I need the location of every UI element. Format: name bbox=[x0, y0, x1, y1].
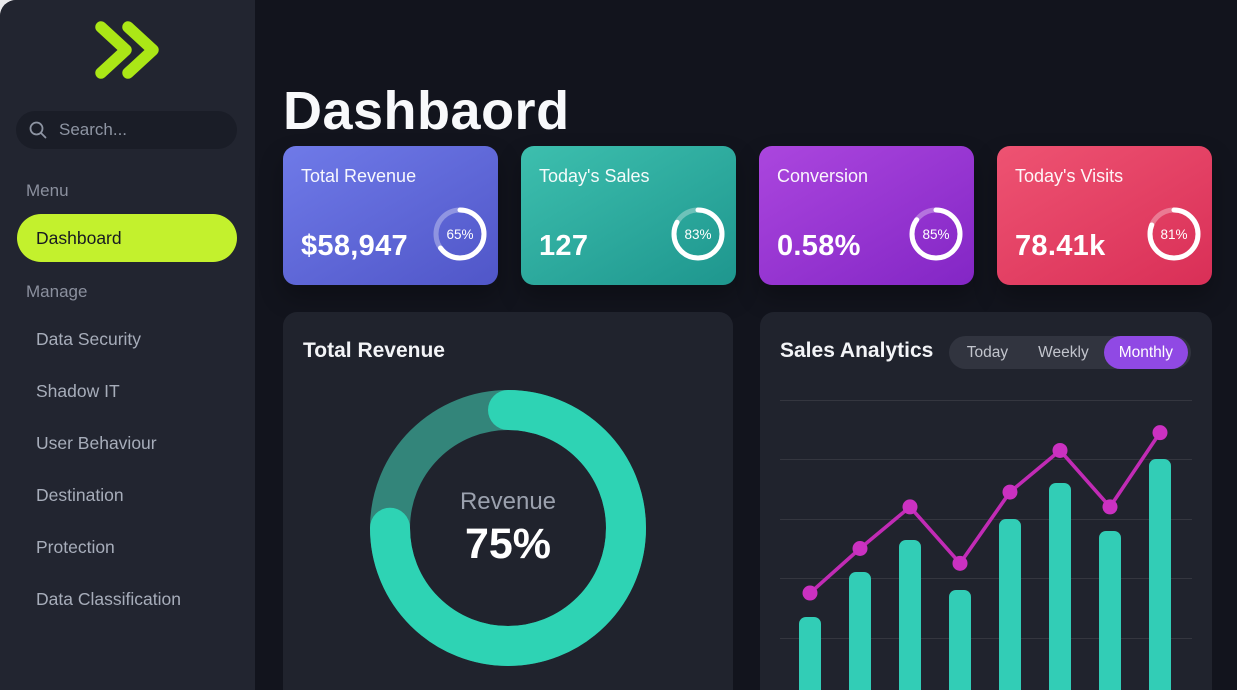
double-chevron-right-icon bbox=[95, 21, 159, 79]
sidebar-item-protection[interactable]: Protection bbox=[36, 537, 115, 557]
revenue-donut-chart: Revenue 75% bbox=[368, 388, 648, 668]
stat-card-value: $58,947 bbox=[301, 230, 408, 262]
sidebar-item-destination[interactable]: Destination bbox=[36, 485, 124, 505]
progress-ring: 65% bbox=[430, 204, 490, 264]
gridline bbox=[780, 578, 1192, 580]
gridline bbox=[780, 637, 1192, 639]
line-point bbox=[1152, 425, 1168, 441]
stat-card-todays-visits: Today's Visits 78.41k 81% bbox=[997, 146, 1212, 285]
sidebar-item-data-security[interactable]: Data Security bbox=[36, 329, 142, 349]
stat-card-value: 127 bbox=[539, 230, 589, 262]
sidebar-item-user-behaviour[interactable]: User Behaviour bbox=[36, 433, 157, 453]
donut-chart-svg bbox=[370, 390, 646, 666]
line-point bbox=[1002, 484, 1018, 500]
chart-gridlines bbox=[760, 312, 1212, 690]
panel-title: Sales Analytics bbox=[780, 339, 934, 362]
line-point bbox=[1102, 499, 1118, 515]
line-point bbox=[902, 499, 918, 515]
stat-card-todays-sales: Today's Sales 127 83% bbox=[521, 146, 736, 285]
donut-center-text: Revenue 75% bbox=[368, 388, 648, 668]
search-input[interactable] bbox=[57, 119, 225, 141]
stat-card-value: 78.41k bbox=[1015, 230, 1106, 262]
line-point bbox=[1052, 442, 1068, 458]
chart-bars bbox=[760, 312, 1212, 690]
total-revenue-panel: Total Revenue Revenue 75% bbox=[283, 312, 733, 690]
toggle-option-monthly[interactable]: Monthly bbox=[1103, 336, 1188, 369]
bar bbox=[999, 518, 1021, 690]
line-point bbox=[852, 541, 868, 556]
period-toggle-group: Today Weekly Monthly bbox=[948, 336, 1191, 369]
search-box[interactable] bbox=[16, 111, 237, 149]
line-point bbox=[952, 555, 968, 571]
stat-card-title: Total Revenue bbox=[301, 166, 417, 186]
bar bbox=[1099, 530, 1121, 690]
bar bbox=[899, 539, 921, 690]
toggle-option-today[interactable]: Today bbox=[966, 344, 1009, 361]
sidebar-item-dashboard[interactable]: Dashboard bbox=[17, 214, 237, 262]
stat-card-title: Conversion bbox=[777, 166, 869, 186]
toggle-option-weekly[interactable]: Weekly bbox=[1038, 344, 1089, 361]
menu-section-label: Menu bbox=[26, 181, 69, 200]
manage-section-label: Manage bbox=[26, 282, 88, 301]
chart-trend-line bbox=[802, 425, 1168, 601]
donut-center-value: 75% bbox=[464, 519, 552, 568]
stat-cards-row: Total Revenue $58,947 65% Today's Sales … bbox=[283, 146, 1212, 285]
stat-card-total-revenue: Total Revenue $58,947 65% bbox=[283, 146, 498, 285]
page-title: Dashbaord bbox=[283, 81, 570, 142]
bar bbox=[849, 572, 871, 690]
manage-nav-list: Data Security Shadow IT User Behaviour D… bbox=[36, 313, 181, 625]
progress-ring: 81% bbox=[1144, 204, 1204, 264]
gridline bbox=[780, 518, 1192, 520]
donut-center-label: Revenue bbox=[459, 487, 557, 515]
bar bbox=[1049, 483, 1071, 690]
sidebar-item-data-classification[interactable]: Data Classification bbox=[36, 589, 181, 609]
progress-ring: 83% bbox=[668, 204, 728, 264]
line-point bbox=[802, 585, 818, 601]
stat-card-value: 0.58% bbox=[777, 230, 861, 262]
logo bbox=[89, 18, 165, 82]
bar bbox=[1149, 459, 1171, 690]
stat-card-title: Today's Visits bbox=[1015, 166, 1124, 186]
sidebar-item-label: Dashboard bbox=[36, 227, 122, 248]
sidebar-item-shadow-it[interactable]: Shadow IT bbox=[36, 381, 120, 401]
search-icon bbox=[29, 121, 47, 139]
gridline bbox=[780, 400, 1192, 401]
gridline bbox=[780, 459, 1192, 461]
progress-ring: 85% bbox=[906, 204, 966, 264]
bar bbox=[949, 590, 971, 690]
sidebar: Menu Dashboard Manage Data Security Shad… bbox=[0, 0, 255, 690]
stat-card-conversion: Conversion 0.58% 85% bbox=[759, 146, 974, 285]
bar bbox=[799, 616, 821, 690]
panel-title: Total Revenue bbox=[303, 339, 445, 362]
sales-analytics-panel: Sales Analytics Today Weekly Monthly bbox=[760, 312, 1212, 690]
stat-card-title: Today's Sales bbox=[539, 166, 650, 186]
